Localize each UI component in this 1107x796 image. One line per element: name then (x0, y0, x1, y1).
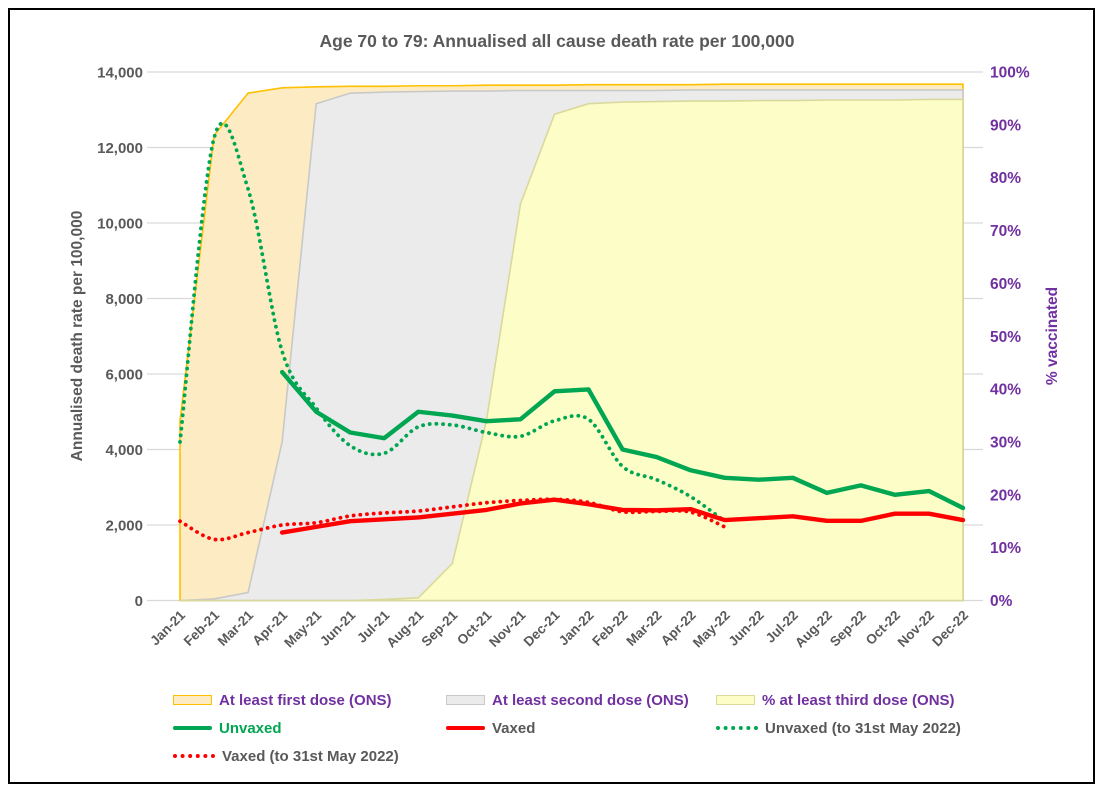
legend-item-unvaxed: Unvaxed (173, 719, 282, 737)
chart-frame: 0 2,000 4,000 6,000 8,000 10,000 12,000 14,000 0… (8, 8, 1095, 784)
legend-swatch-line (446, 725, 485, 731)
x-axis-tick-label: Nov-22 (895, 608, 937, 650)
legend-swatch-line (173, 725, 212, 731)
right-axis-tick-label: 40% (990, 382, 1021, 399)
chart-title: Age 70 to 79: Annualised all cause death… (320, 31, 795, 51)
right-axis-tick-label: 70% (990, 223, 1021, 240)
legend-label: Unvaxed (219, 719, 282, 737)
x-axis-tick-label: Dec-21 (521, 607, 563, 649)
right-axis-tick-label: 60% (990, 276, 1021, 293)
legend-label: At least first dose (ONS) (219, 691, 392, 709)
x-axis-tick-label: Jun-21 (317, 607, 359, 649)
right-axis-tick-label: 10% (990, 540, 1021, 557)
x-axis-tick-label: Feb-22 (589, 608, 630, 649)
area-series-group (179, 83, 964, 602)
x-axis-tick-label: May-21 (281, 607, 324, 650)
x-axis-tick-label: Aug-21 (383, 607, 426, 650)
legend-label: Vaxed (492, 719, 536, 737)
line-series-vaxed-to-31st-may-2022- (178, 497, 727, 542)
legend-swatch-dot (173, 754, 215, 758)
right-axis-tick-label: 0% (990, 593, 1013, 610)
left-axis-tick-label: 6,000 (105, 367, 143, 384)
right-axis-tick-label: 80% (990, 170, 1021, 187)
x-axis-tick-label: May-22 (690, 608, 733, 651)
left-axis-tick-label: 4,000 (105, 442, 143, 459)
chart-plot-area: 0 2,000 4,000 6,000 8,000 10,000 12,000 14,000 0… (69, 31, 1061, 651)
legend-item-at-least-first-dose-ons-: At least first dose (ONS) (173, 691, 392, 709)
legend-swatch-dot (716, 726, 758, 730)
right-axis-title: % vaccinated (1044, 287, 1061, 385)
x-axis-tick-label: Mar-21 (215, 607, 257, 649)
left-axis-title: Annualised death rate per 100,000 (69, 211, 86, 462)
x-axis-tick-label: Dec-22 (929, 608, 971, 650)
area-series--at-least-third-dose-ons- (180, 98, 964, 602)
legend-item-unvaxed-to-31st-may-2022-: Unvaxed (to 31st May 2022) (716, 719, 961, 737)
legend-label: Vaxed (to 31st May 2022) (222, 747, 399, 765)
legend-label: At least second dose (ONS) (492, 691, 689, 709)
legend-label: Unvaxed (to 31st May 2022) (765, 719, 961, 737)
legend-swatch-area (446, 695, 485, 705)
legend-swatch-area (173, 695, 212, 705)
x-axis-tick-label: Jan-21 (147, 607, 188, 648)
left-axis-tick-label: 8,000 (105, 291, 143, 308)
line-series-unvaxed (279, 369, 966, 511)
x-axis-tick-label: Jun-22 (725, 608, 766, 649)
x-axis-tick-label: Sep-21 (419, 607, 461, 649)
left-axis-tick-label: 2,000 (105, 518, 143, 535)
line-series-group (178, 121, 966, 542)
left-axis-tick-label: 10,000 (97, 216, 143, 233)
x-axis-tick-label: Nov-21 (486, 607, 529, 650)
left-axis-tick-label: 14,000 (97, 65, 143, 82)
x-axis-tick-label: Jan-22 (556, 608, 597, 649)
right-axis-tick-label: 30% (990, 434, 1021, 451)
right-axis-tick-label: 100% (990, 65, 1030, 82)
legend-item-at-least-second-dose-ons-: At least second dose (ONS) (446, 691, 689, 709)
legend-label: % at least third dose (ONS) (762, 691, 955, 709)
x-axis-tick-label: Sep-22 (827, 608, 869, 650)
x-axis-tick-label: Feb-21 (181, 607, 223, 649)
legend-item-vaxed-to-31st-may-2022-: Vaxed (to 31st May 2022) (173, 747, 399, 765)
legend-item-vaxed: Vaxed (446, 719, 535, 737)
left-axis-tick-label: 0 (135, 593, 143, 610)
legend-swatch-area (716, 695, 755, 705)
x-axis-tick-label: Aug-22 (792, 608, 835, 651)
line-series-vaxed (279, 497, 966, 535)
line-series-unvaxed-to-31st-may-2022- (178, 121, 727, 524)
legend-item--at-least-third-dose-ons-: % at least third dose (ONS) (716, 691, 955, 709)
x-axis-tick-label: Mar-22 (623, 608, 664, 649)
right-axis-tick-label: 90% (990, 117, 1021, 134)
right-axis-tick-label: 20% (990, 487, 1021, 504)
left-axis-tick-label: 12,000 (97, 140, 143, 157)
right-axis-tick-label: 50% (990, 329, 1021, 346)
